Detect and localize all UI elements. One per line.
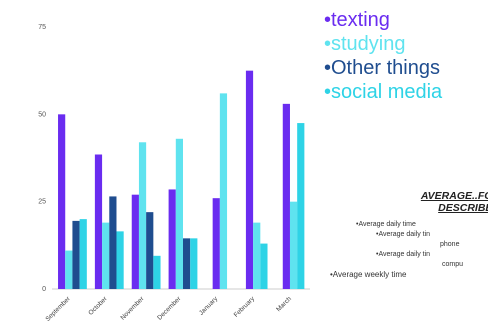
- y-tick-label: 50: [38, 111, 46, 118]
- x-tick-label: December: [156, 295, 183, 322]
- legend-item-studying: •studying: [324, 33, 406, 55]
- y-tick-label: 75: [38, 24, 46, 31]
- info-line: •Average daily time: [356, 221, 416, 228]
- bar-social-media: [153, 255, 161, 289]
- x-tick-label: February: [233, 295, 257, 319]
- bar-studying: [219, 93, 228, 289]
- legend: •texting •studying •Other things •social…: [324, 8, 442, 104]
- legend-item-social-media: •social media: [324, 81, 443, 103]
- bar-texting: [58, 114, 66, 289]
- y-tick-label: 25: [38, 199, 46, 206]
- legend-item-other-things: •Other things: [324, 57, 440, 79]
- x-tick-label: March: [275, 295, 293, 313]
- bar-other-things: [72, 220, 80, 289]
- info-line: •Average daily tin: [376, 231, 431, 238]
- bar-social-media: [116, 231, 124, 289]
- bar-texting: [282, 103, 290, 289]
- bar-social-media: [190, 238, 198, 289]
- bar-social-media: [79, 219, 87, 289]
- bar-texting: [245, 70, 254, 290]
- bar-social-media: [297, 123, 305, 289]
- bar-studying: [138, 142, 147, 289]
- x-axis: September October November December January F…: [44, 288, 310, 323]
- info-line: •Average daily tin: [376, 251, 431, 258]
- x-tick-label: January: [198, 295, 220, 317]
- bar-studying: [253, 222, 261, 289]
- bar-texting: [94, 154, 103, 289]
- x-tick-label: September: [44, 295, 72, 323]
- bar-studying: [102, 222, 110, 289]
- bar-studying: [65, 250, 73, 289]
- bar-social-media: [260, 243, 268, 289]
- y-tick-label: 0: [42, 286, 46, 293]
- bar-chart: 0 25 50 75 September October November December…: [38, 24, 310, 323]
- bar-texting: [212, 198, 220, 289]
- bar-texting: [131, 194, 139, 289]
- x-tick-label: November: [119, 295, 146, 322]
- bar-studying: [289, 201, 298, 289]
- info-panel: AVERAGE..FOR DESCRIBED •Average daily ti…: [330, 190, 488, 336]
- x-tick-label: October: [87, 295, 109, 317]
- info-heading: AVERAGE..FOR DESCRIBED: [420, 190, 488, 214]
- bar-other-things: [109, 196, 117, 289]
- bar-studying: [175, 138, 183, 289]
- info-lines: •Average daily time •Average daily tin p…: [330, 220, 488, 280]
- info-line: phone: [440, 241, 460, 248]
- bars: [58, 70, 305, 290]
- bar-texting: [168, 189, 176, 289]
- bar-other-things: [183, 238, 191, 289]
- legend-item-texting: •texting: [324, 9, 390, 31]
- info-line: compu: [442, 261, 464, 268]
- bar-other-things: [146, 212, 154, 289]
- y-axis: 0 25 50 75: [38, 24, 46, 293]
- info-line: •Average weekly time: [330, 270, 407, 279]
